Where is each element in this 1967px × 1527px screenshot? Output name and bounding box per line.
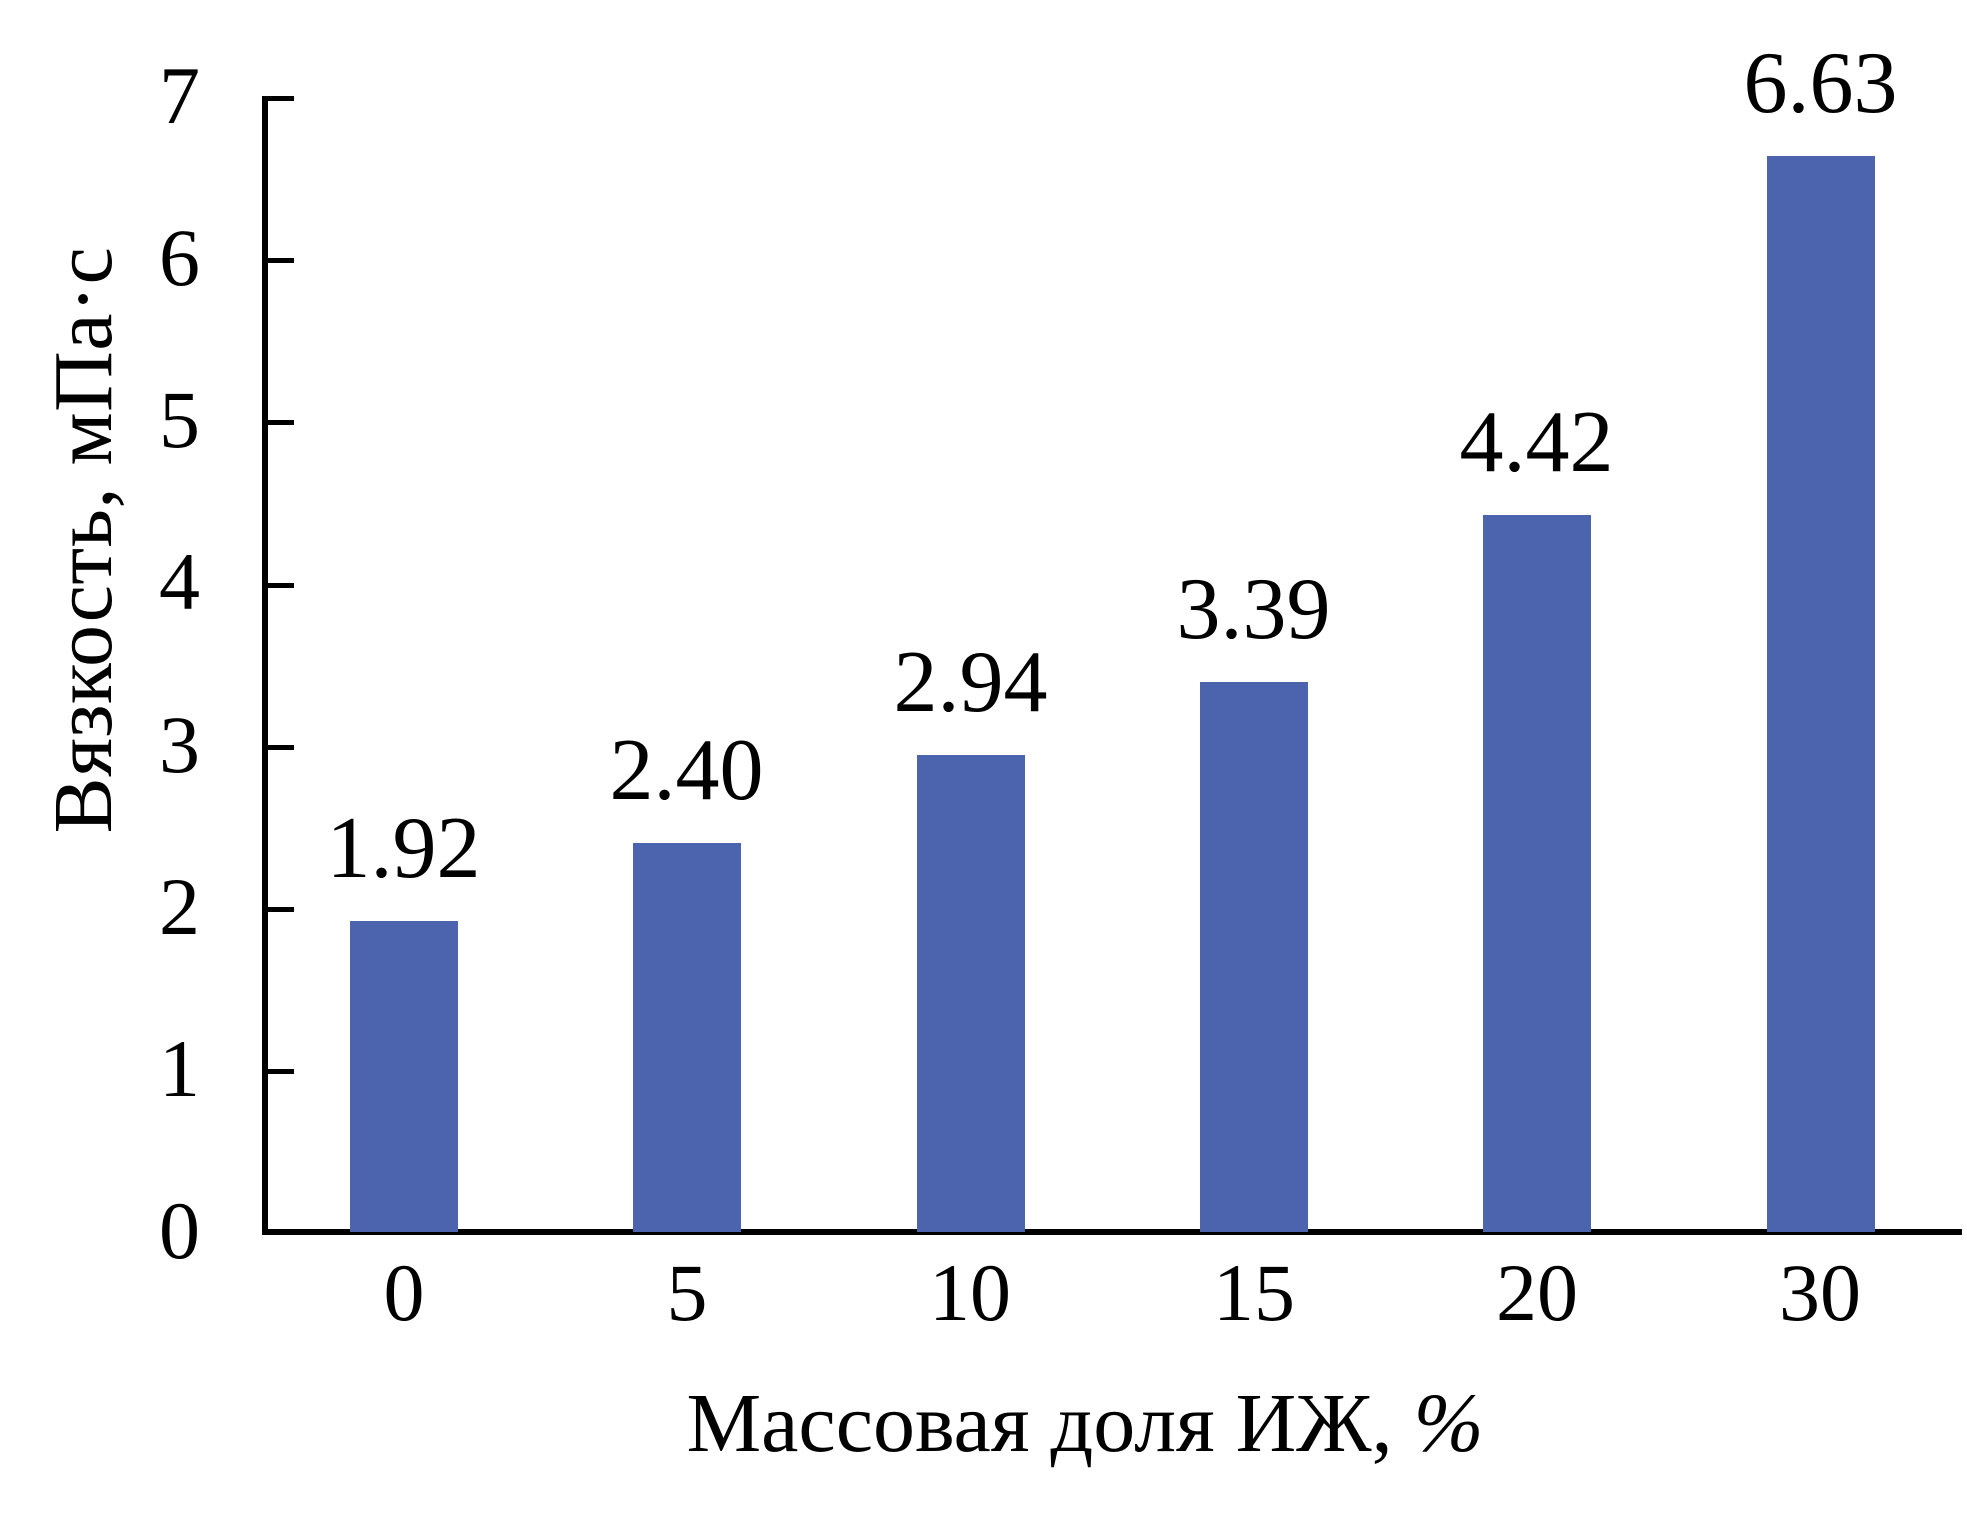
plot-area: 1.92 2.40 2.94 3.39 4.42 6.63 <box>262 40 1962 1235</box>
bar-3[interactable] <box>1199 682 1308 1232</box>
x-tick-label-5: 30 <box>1779 1247 1861 1338</box>
bar-group-0: 1.92 <box>262 96 545 1232</box>
bar-value-label-2: 2.94 <box>893 634 1048 731</box>
y-tick-label-5: 5 <box>159 374 200 465</box>
bar-group-3: 3.39 <box>1112 96 1395 1232</box>
y-tick-label-2: 2 <box>159 861 200 952</box>
x-tick-label-4: 20 <box>1496 1247 1578 1338</box>
x-axis-title-main: Массовая доля ИЖ, <box>686 1377 1393 1470</box>
bar-value-label-3: 3.39 <box>1176 561 1331 658</box>
bar-value-label-1: 2.40 <box>609 722 764 819</box>
y-tick-label-4: 4 <box>159 536 200 627</box>
bar-5[interactable] <box>1766 156 1875 1232</box>
bar-group-4: 4.42 <box>1395 96 1678 1232</box>
y-axis-tick-labels: 7 6 5 4 3 2 1 0 <box>50 0 200 1527</box>
y-tick-mark-3 <box>262 745 294 750</box>
bar-1[interactable] <box>632 843 741 1232</box>
x-tick-label-1: 5 <box>666 1247 708 1338</box>
bar-0[interactable] <box>349 921 458 1232</box>
bar-group-1: 2.40 <box>545 96 828 1232</box>
bar-group-2: 2.94 <box>829 96 1112 1232</box>
x-axis-tick-labels: 0 5 10 15 20 30 <box>262 1252 1962 1362</box>
y-tick-mark-2 <box>262 907 294 912</box>
y-tick-label-6: 6 <box>159 212 200 303</box>
bars-layer: 1.92 2.40 2.94 3.39 4.42 6.63 <box>262 40 1962 1232</box>
x-axis-title-unit: % <box>1413 1377 1484 1470</box>
x-tick-label-3: 15 <box>1213 1247 1295 1338</box>
y-tick-mark-5 <box>262 420 294 425</box>
x-tick-label-0: 0 <box>383 1247 425 1338</box>
y-tick-label-1: 1 <box>159 1023 200 1114</box>
bar-4[interactable] <box>1482 515 1591 1232</box>
x-axis-title: Массовая доля ИЖ, % <box>210 1375 1960 1472</box>
y-tick-label-3: 3 <box>159 699 200 790</box>
bar-2[interactable] <box>916 755 1025 1232</box>
x-tick-label-2: 10 <box>929 1247 1011 1338</box>
y-tick-mark-4 <box>262 583 294 588</box>
y-tick-mark-6 <box>262 258 294 263</box>
x-axis-line <box>262 1229 1962 1235</box>
y-tick-label-7: 7 <box>159 50 200 141</box>
bar-value-label-0: 1.92 <box>326 800 481 897</box>
y-tick-label-0: 0 <box>159 1185 200 1276</box>
bar-group-5: 6.63 <box>1679 40 1962 1232</box>
bar-value-label-4: 4.42 <box>1459 394 1614 491</box>
y-tick-mark-7 <box>262 96 294 101</box>
y-tick-mark-1 <box>262 1069 294 1074</box>
y-axis-line <box>262 96 268 1232</box>
bar-value-label-5: 6.63 <box>1743 35 1898 132</box>
